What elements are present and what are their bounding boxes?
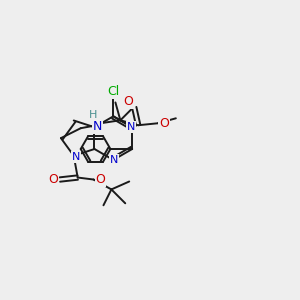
Text: N: N — [127, 122, 135, 132]
Text: N: N — [71, 152, 80, 162]
Text: N: N — [110, 155, 118, 165]
Text: H: H — [88, 110, 97, 120]
Text: Cl: Cl — [107, 85, 119, 98]
Text: O: O — [95, 173, 105, 186]
Text: O: O — [48, 173, 58, 186]
Text: N: N — [93, 120, 102, 133]
Text: O: O — [159, 117, 169, 130]
Text: O: O — [123, 95, 133, 108]
